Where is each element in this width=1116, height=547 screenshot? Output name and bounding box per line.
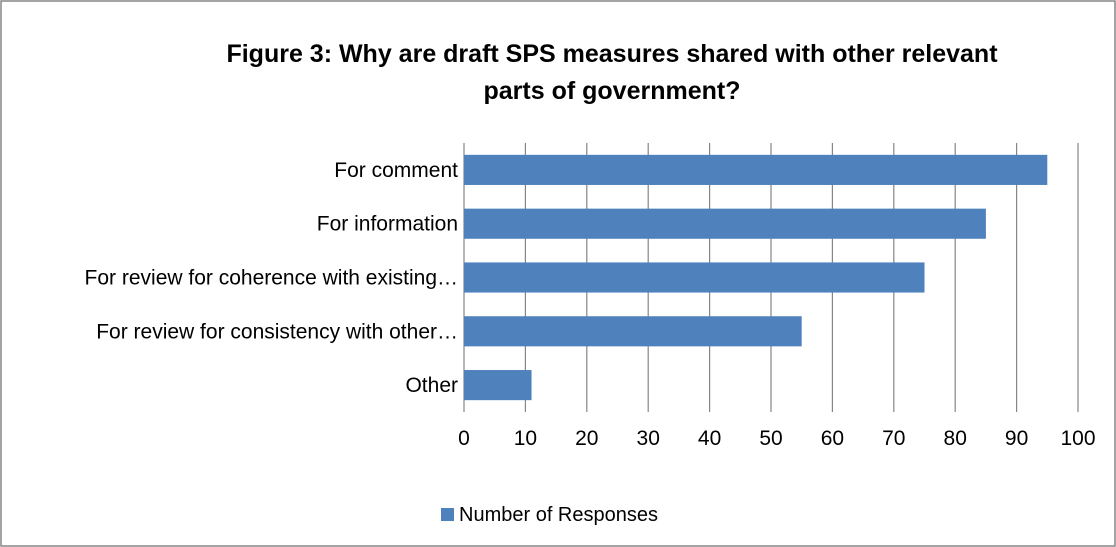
x-tick-label: 0 bbox=[458, 427, 470, 450]
category-label-5: Other bbox=[405, 374, 458, 397]
legend-label: Number of Responses bbox=[459, 504, 658, 526]
bar-3 bbox=[464, 262, 925, 293]
x-tick-label: 20 bbox=[575, 427, 598, 450]
bar-2 bbox=[464, 208, 986, 239]
legend: Number of Responses bbox=[441, 504, 658, 526]
x-tick-label: 90 bbox=[1005, 427, 1028, 450]
category-label-3: For review for coherence with existing… bbox=[85, 267, 458, 290]
gridlines bbox=[463, 143, 1079, 412]
x-tick-label: 70 bbox=[882, 427, 905, 450]
x-axis-tick-labels: 0 10 20 30 40 50 60 70 80 90 100 bbox=[458, 427, 1095, 450]
bars bbox=[464, 154, 1048, 401]
chart-title-line-2: parts of government? bbox=[484, 77, 741, 105]
bar-5 bbox=[464, 370, 532, 401]
x-tick-label: 40 bbox=[698, 427, 721, 450]
category-label-1: For comment bbox=[334, 159, 458, 182]
bar-4 bbox=[464, 316, 802, 347]
legend-swatch bbox=[441, 508, 454, 521]
x-tick-label: 60 bbox=[821, 427, 844, 450]
bar-1 bbox=[464, 154, 1048, 185]
category-labels: For comment For information For review for… bbox=[85, 159, 459, 397]
x-tick-label: 50 bbox=[759, 427, 782, 450]
category-label-4: For review for consistency with other… bbox=[96, 320, 458, 343]
x-tick-label: 10 bbox=[514, 427, 537, 450]
category-label-2: For information bbox=[317, 213, 458, 236]
chart-title-line-1: Figure 3: Why are draft SPS measures sha… bbox=[226, 40, 998, 68]
x-tick-label: 80 bbox=[944, 427, 967, 450]
x-tick-label: 30 bbox=[637, 427, 660, 450]
x-tick-label: 100 bbox=[1060, 427, 1095, 450]
